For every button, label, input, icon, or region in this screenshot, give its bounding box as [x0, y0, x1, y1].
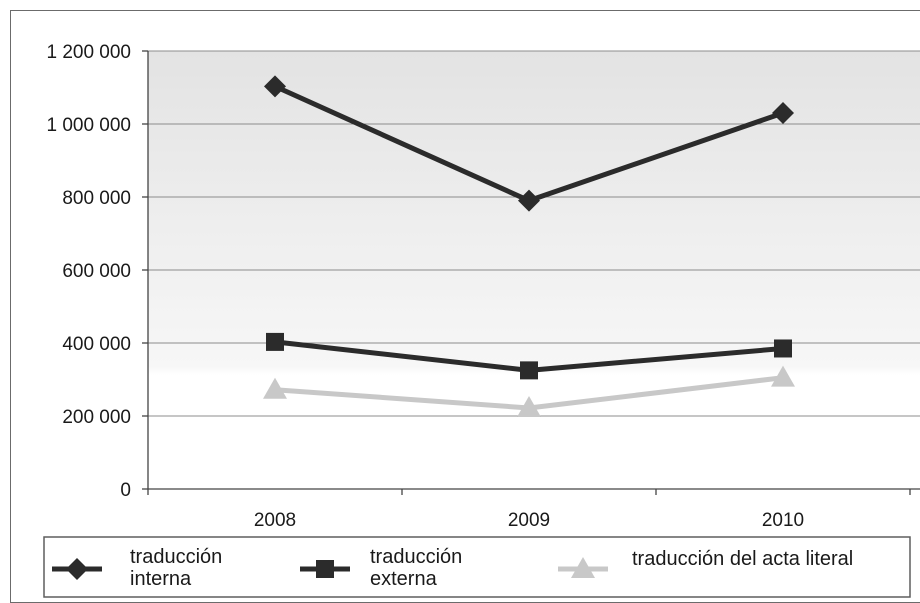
y-tick-label: 0: [120, 480, 131, 501]
legend-label: traducción: [370, 546, 462, 568]
marker-triangle: [517, 395, 541, 417]
y-tick-label: 200 000: [62, 407, 131, 428]
legend-label: traducción: [130, 546, 222, 568]
marker-triangle: [263, 377, 287, 399]
legend-entry-2: traducción del acta literal: [558, 548, 853, 578]
marker-diamond: [518, 189, 540, 212]
marker-diamond: [66, 558, 88, 580]
marker-square: [316, 560, 334, 578]
legend-label: traducción del acta literal: [632, 548, 853, 570]
axes: [142, 50, 920, 495]
series-1: [266, 332, 792, 380]
legend-entries: traduccióninternatraducciónexternatraduc…: [52, 546, 853, 590]
x-tick-label: 2009: [508, 510, 550, 531]
series-2: [263, 365, 795, 417]
legend-label: interna: [130, 568, 192, 590]
x-tick-label: 2010: [762, 510, 804, 531]
marker-square: [520, 361, 538, 380]
marker-square: [266, 332, 284, 351]
marker-diamond: [264, 75, 286, 98]
y-tick-label: 800 000: [62, 188, 131, 209]
legend-label: externa: [370, 568, 438, 590]
y-tick-label: 1 000 000: [46, 115, 131, 136]
x-tick-label: 2008: [254, 510, 296, 531]
marker-triangle: [771, 365, 795, 387]
legend: [43, 536, 911, 598]
series-0: [264, 75, 794, 212]
y-tick-label: 1 200 000: [46, 42, 131, 63]
series: [263, 75, 795, 417]
marker-square: [774, 339, 792, 358]
y-tick-label: 400 000: [62, 334, 131, 355]
y-tick-label: 600 000: [62, 261, 131, 282]
marker-triangle: [571, 557, 595, 578]
tick-labels: 0 200 000 400 000 600 000 800 000 1 000 000 1 …: [46, 42, 804, 531]
marker-diamond: [772, 102, 794, 125]
